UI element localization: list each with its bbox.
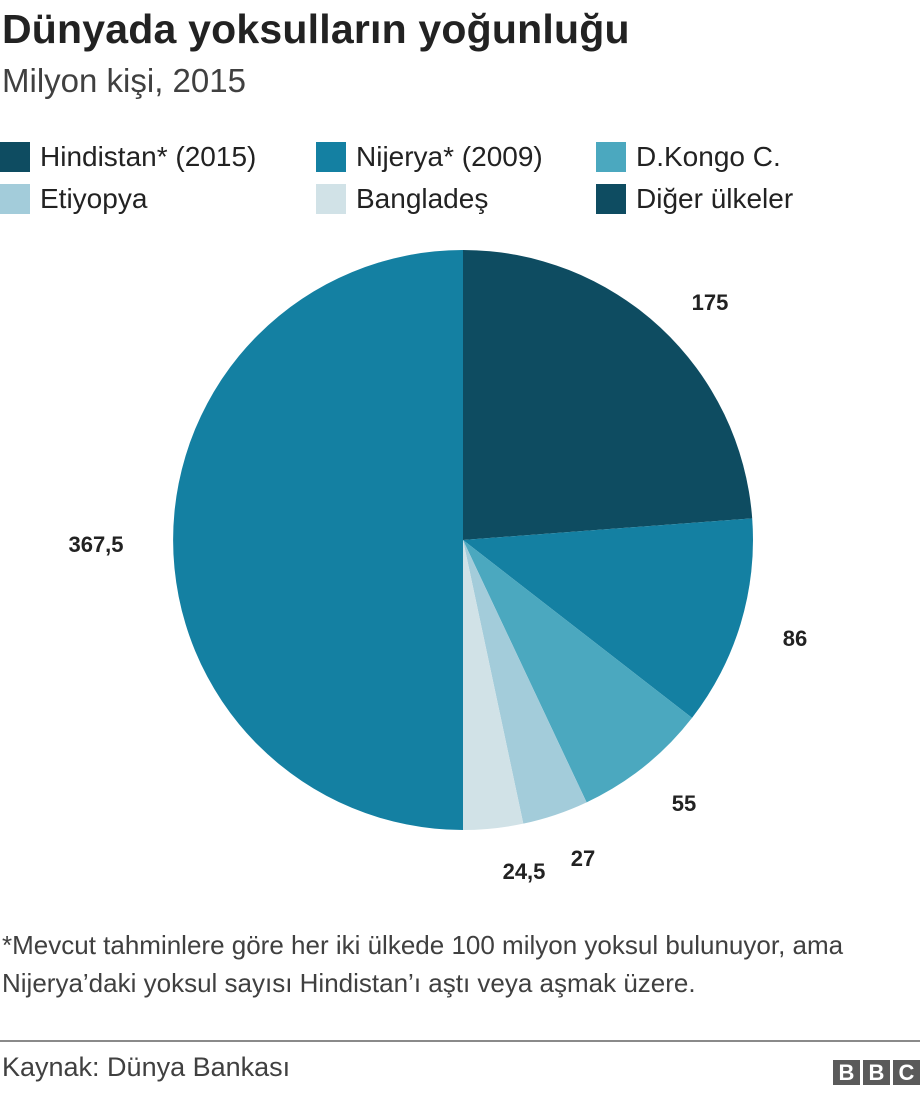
legend-swatch: [596, 142, 626, 172]
pie-slice: [463, 250, 753, 540]
slice-value-label: 367,5: [68, 532, 123, 557]
legend-swatch: [596, 184, 626, 214]
legend-label: Bangladeş: [356, 183, 489, 214]
pie-slice: [173, 250, 463, 830]
slice-value-label: 24,5: [503, 859, 546, 884]
chart-title: Dünyada yoksulların yoğunluğu: [2, 6, 630, 52]
legend-item-etiyopya: Etiyopya: [0, 182, 147, 216]
pie-slice: [463, 540, 693, 803]
slice-value-label: 55: [672, 791, 696, 816]
footnote: *Mevcut tahminlere göre her iki ülkede 1…: [2, 930, 844, 998]
pie-slice: [463, 540, 524, 830]
legend-swatch: [316, 184, 346, 214]
pie-slice: [463, 518, 754, 718]
pie-slice: [463, 540, 587, 824]
pie-chart: 175 86 55 27 24,5 367,5: [68, 250, 807, 884]
slice-value-label: 86: [783, 626, 807, 651]
legend-label: Hindistan* (2015): [40, 141, 257, 172]
legend-item-hindistan: Hindistan* (2015): [0, 140, 256, 174]
footer-divider: [0, 1040, 920, 1042]
legend-label: Diğer ülkeler: [636, 183, 794, 214]
bbc-logo-letter: B: [863, 1060, 890, 1085]
legend-item-nijerya: Nijerya* (2009): [316, 140, 543, 174]
bbc-logo-letter: C: [893, 1060, 920, 1085]
legend-swatch: [0, 184, 30, 214]
legend-item-dkongo: D.Kongo C.: [596, 140, 781, 174]
legend: Hindistan* (2015) Nijerya* (2009) D.Kong…: [0, 136, 920, 226]
legend-label: Etiyopya: [40, 183, 148, 214]
slice-value-label: 175: [692, 290, 729, 315]
chart-subtitle: Milyon kişi, 2015: [2, 62, 246, 99]
slice-value-label: 27: [571, 846, 595, 871]
legend-label: Nijerya* (2009): [356, 141, 543, 172]
bbc-logo: B B C: [833, 1060, 920, 1085]
bbc-logo-letter: B: [833, 1060, 860, 1085]
legend-item-diger: Diğer ülkeler: [596, 182, 793, 216]
source-text: Kaynak: Dünya Bankası: [2, 1052, 291, 1082]
legend-swatch: [316, 142, 346, 172]
legend-swatch: [0, 142, 30, 172]
legend-item-banglades: Bangladeş: [316, 182, 488, 216]
legend-label: D.Kongo C.: [636, 141, 781, 172]
